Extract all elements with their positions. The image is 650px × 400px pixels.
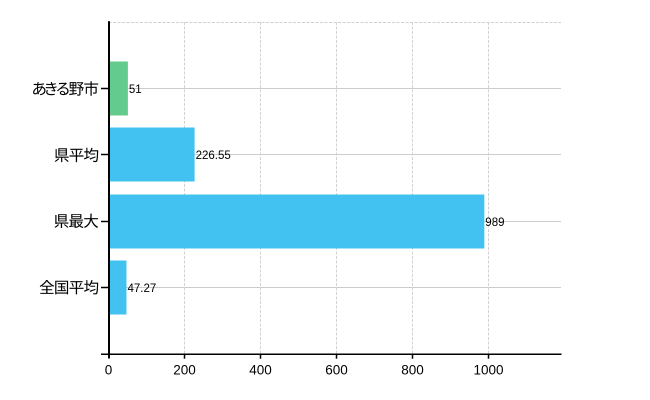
svg-text:47.27: 47.27 [128,283,157,295]
svg-text:226.55: 226.55 [196,150,231,162]
svg-text:800: 800 [401,363,424,378]
svg-text:600: 600 [325,363,348,378]
svg-text:200: 200 [173,363,196,378]
svg-text:0: 0 [105,363,113,378]
svg-text:989: 989 [485,217,504,229]
svg-text:400: 400 [249,363,272,378]
svg-text:1000: 1000 [473,363,503,378]
svg-text:51: 51 [129,84,142,96]
